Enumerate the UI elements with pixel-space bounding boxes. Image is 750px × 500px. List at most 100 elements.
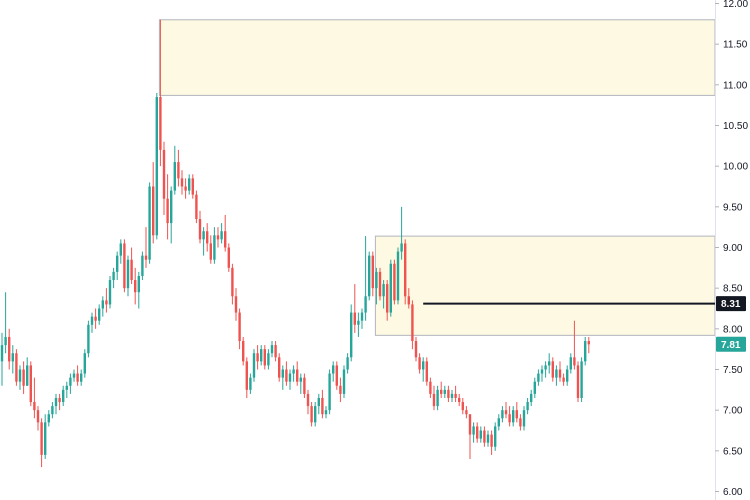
- candle-down: [404, 239, 407, 305]
- candle-down: [105, 288, 108, 313]
- candle-body: [29, 365, 32, 403]
- candle-body: [144, 255, 148, 260]
- candle-up: [494, 422, 497, 451]
- candle-up: [0, 332, 4, 386]
- candle-body: [76, 373, 79, 382]
- candle-up: [472, 422, 475, 443]
- candle-down: [278, 353, 281, 382]
- candle-up: [342, 365, 346, 398]
- candle-body: [519, 418, 522, 427]
- candle-up: [47, 410, 50, 427]
- candle-down: [166, 174, 169, 240]
- candle-up: [98, 304, 101, 325]
- candle-body: [357, 320, 360, 325]
- candle-down: [551, 357, 554, 382]
- axis-tick-label: 7.50: [723, 365, 743, 376]
- candle-body: [256, 353, 259, 362]
- candle-body: [328, 373, 331, 411]
- candle-body: [198, 219, 202, 240]
- candle-body: [94, 316, 97, 321]
- candle-up: [288, 369, 292, 390]
- candle-down: [425, 357, 428, 386]
- candle-body: [522, 410, 526, 427]
- candle-body: [533, 381, 536, 394]
- candle-up: [533, 377, 536, 398]
- candle-body: [576, 365, 580, 398]
- candle-up: [87, 320, 90, 358]
- candle-body: [26, 365, 29, 386]
- axis-tick-label: 10.50: [723, 121, 748, 132]
- candle-body: [173, 162, 176, 191]
- candle-body: [72, 373, 76, 378]
- candle-down: [285, 361, 288, 386]
- candle-down: [123, 239, 126, 293]
- candle-body: [36, 410, 40, 423]
- candle-down: [353, 284, 356, 333]
- price-axis[interactable]: 12.00 11.50 11.00 10.50 10.00 9.50 9.00 8.50 8.0…: [715, 0, 748, 498]
- candle-up: [26, 357, 29, 386]
- candle-body: [177, 162, 180, 179]
- candle-down: [209, 235, 212, 264]
- candle-up: [512, 406, 515, 427]
- last-price-tag-label: 7.81: [721, 340, 741, 351]
- candle-body: [80, 373, 83, 382]
- candle-down: [508, 406, 511, 427]
- axis-tick-label: 7.00: [723, 406, 743, 417]
- candle-body: [407, 296, 410, 305]
- candle-down: [468, 414, 472, 459]
- candle-up: [548, 353, 551, 374]
- candle-up: [497, 414, 500, 431]
- candle-up: [220, 223, 223, 244]
- candle-body: [296, 369, 299, 382]
- candle-up: [44, 414, 47, 459]
- candle-body: [224, 231, 227, 248]
- candle-down: [206, 223, 209, 252]
- candle-up: [270, 341, 274, 358]
- axis-tick-label: 8.00: [723, 324, 743, 335]
- candle-up: [11, 345, 14, 374]
- candle-body: [479, 430, 482, 439]
- candle-down: [22, 361, 25, 394]
- candle-body: [486, 434, 490, 443]
- candle-body: [126, 259, 130, 289]
- candle-body: [152, 186, 155, 236]
- candle-body: [105, 300, 108, 305]
- candle-down: [256, 345, 259, 370]
- candle-up: [364, 236, 367, 321]
- candle-up: [450, 389, 454, 403]
- candle-up: [112, 267, 115, 289]
- candle-up: [155, 92, 158, 240]
- candle-body: [386, 284, 389, 313]
- candle-down: [180, 170, 184, 195]
- candle-body: [134, 280, 137, 293]
- candle-body: [360, 312, 364, 321]
- candle-body: [551, 361, 554, 378]
- candle-down: [440, 381, 443, 398]
- candle-body: [112, 271, 115, 281]
- candle-up: [116, 251, 119, 281]
- candle-body: [490, 434, 493, 447]
- candle-body: [18, 369, 22, 382]
- candle-body: [15, 353, 18, 382]
- candle-down: [184, 178, 187, 199]
- candle-body: [432, 393, 436, 407]
- candle-body: [8, 336, 11, 362]
- candle-body: [47, 414, 50, 423]
- candle-body: [584, 341, 587, 362]
- candle-up: [317, 393, 320, 415]
- candle-down: [465, 406, 468, 419]
- candle-down: [411, 300, 414, 350]
- axis-tick-label: 6.00: [723, 487, 743, 498]
- candle-body: [69, 377, 72, 386]
- candle-down: [306, 389, 310, 415]
- candle-body: [220, 231, 223, 240]
- candle-up: [119, 239, 122, 264]
- candle-down: [144, 227, 148, 268]
- candle-body: [504, 410, 508, 415]
- candle-body: [396, 251, 400, 301]
- candle-body: [22, 369, 25, 386]
- candle-body: [389, 263, 392, 313]
- candle-body: [339, 385, 342, 394]
- candle-body: [252, 353, 256, 378]
